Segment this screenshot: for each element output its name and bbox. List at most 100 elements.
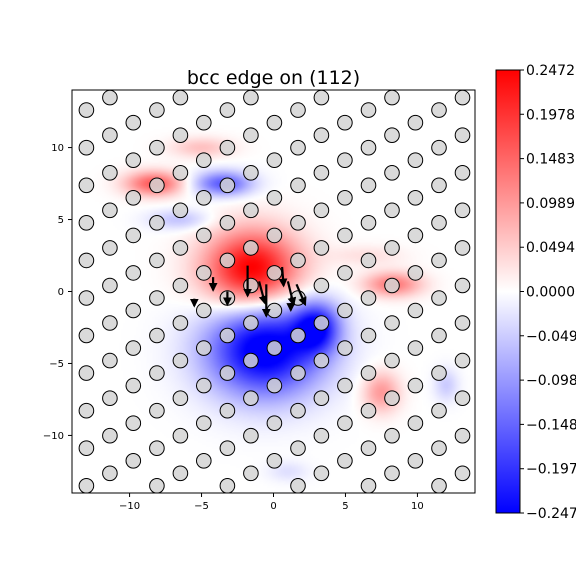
atom-marker: [526, 391, 541, 406]
colorbar-tick-label: −0.1978: [526, 462, 576, 478]
colorbar: 0.2472 0.1978 0.1483 0.0989 0.0494 0.0000 −0.0…: [495, 63, 576, 522]
atom-marker: [337, 190, 353, 206]
atom-marker: [479, 303, 494, 318]
atom-marker: [266, 377, 283, 394]
atom-marker: [102, 315, 118, 331]
atom-marker: [360, 177, 377, 194]
atom-marker: [431, 252, 447, 269]
atom-marker: [384, 90, 400, 106]
atom-marker: [313, 465, 330, 482]
atom-marker: [313, 165, 330, 181]
colorbar-gradient: [495, 69, 521, 514]
atom-marker: [172, 165, 189, 181]
displacement-arrows: [189, 265, 307, 318]
atom-marker: [149, 215, 165, 231]
atom-marker: [266, 265, 283, 281]
atom-marker: [384, 240, 400, 256]
atom-marker: [243, 277, 259, 294]
atom-marker: [337, 152, 353, 168]
atom-marker: [149, 177, 165, 194]
atom-marker: [172, 390, 189, 407]
atom-marker: [102, 465, 118, 482]
atom-marker: [431, 177, 447, 194]
atom-marker: [290, 440, 306, 457]
atom-marker: [526, 128, 541, 143]
atom-marker: [290, 102, 306, 118]
atom-marker: [32, 353, 47, 368]
atom-marker: [384, 202, 400, 219]
atom-marker: [9, 103, 24, 118]
atom-marker: [313, 315, 330, 331]
colorbar-tick-label: 0.0989: [526, 196, 575, 212]
atom-marker: [149, 252, 165, 269]
y-tick-label: 5: [58, 215, 64, 226]
y-tick-label: 0: [58, 287, 64, 298]
atom-marker: [526, 166, 541, 181]
atom-marker: [102, 277, 118, 294]
atom-marker: [219, 440, 236, 457]
atom-marker: [243, 352, 259, 369]
atom-marker: [337, 453, 353, 469]
atom-marker: [243, 202, 259, 219]
atom-marker: [479, 378, 494, 393]
atom-marker: [125, 227, 142, 244]
atom-marker: [9, 479, 24, 494]
atom-marker: [454, 427, 471, 444]
atom-marker: [56, 191, 71, 206]
x-tick-label: 10: [411, 501, 424, 512]
atom-marker: [479, 153, 494, 168]
atom-marker: [360, 252, 377, 269]
atom-marker: [172, 90, 189, 106]
atom-marker: [431, 139, 447, 156]
atom-marker: [125, 453, 142, 469]
atom-marker: [384, 165, 400, 181]
atom-marker: [78, 102, 95, 118]
x-tick-label: −10: [119, 501, 140, 512]
y-tick-label: 10: [51, 143, 64, 154]
heatmap-field: [72, 90, 475, 493]
atom-marker: [384, 127, 400, 143]
atom-marker: [407, 227, 424, 244]
atom-marker: [290, 478, 306, 493]
atom-marker: [266, 453, 283, 469]
atom-marker: [32, 466, 47, 481]
atom-marker: [407, 377, 424, 394]
atom-marker: [196, 190, 212, 206]
atom-marker: [125, 415, 142, 432]
atom-marker: [196, 152, 212, 168]
displacement-arrow: [278, 266, 288, 288]
atom-marker: [102, 240, 118, 256]
atom-marker: [313, 352, 330, 369]
atom-marker: [32, 90, 47, 105]
atom-marker: [407, 453, 424, 469]
atom-marker: [78, 252, 95, 269]
atom-marker: [431, 327, 447, 344]
atom-marker: [431, 215, 447, 231]
atom-marker: [313, 277, 330, 294]
atom-marker: [9, 366, 24, 381]
atom-marker: [196, 340, 212, 356]
colorbar-tick-label: 0.2472: [526, 63, 575, 79]
atom-marker: [454, 390, 471, 407]
atom-marker: [32, 203, 47, 218]
atom-marker: [243, 240, 259, 256]
atom-marker: [243, 465, 259, 482]
atom-marker: [454, 277, 471, 294]
atom-marker: [313, 427, 330, 444]
atom-marker: [384, 315, 400, 331]
atom-marker: [360, 327, 377, 344]
atom-marker: [360, 290, 377, 306]
atom-marker: [9, 441, 24, 456]
atom-marker: [337, 415, 353, 432]
atom-marker: [196, 227, 212, 244]
atom-marker: [407, 340, 424, 356]
x-tick-label: 5: [342, 501, 348, 512]
y-axis: −10 −5 0 5 10: [43, 143, 72, 442]
atom-marker: [125, 190, 142, 206]
atom-marker: [266, 302, 283, 319]
atom-marker: [360, 365, 377, 381]
atom-marker: [149, 327, 165, 344]
atom-marker: [431, 402, 447, 419]
atom-marker: [431, 440, 447, 457]
atom-marker: [479, 341, 494, 356]
